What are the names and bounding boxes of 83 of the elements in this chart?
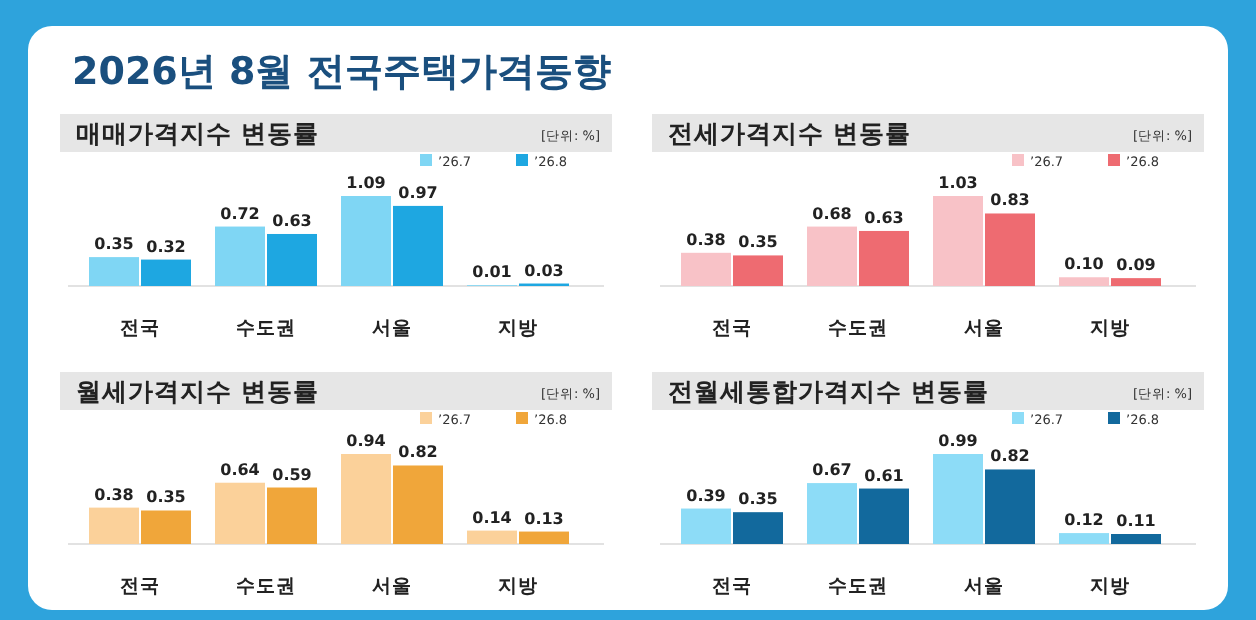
bar <box>859 488 909 544</box>
data-label: 1.03 <box>938 174 978 192</box>
bar <box>89 507 139 544</box>
data-label: 0.63 <box>864 208 904 227</box>
x-tick-label: 지방 <box>498 576 538 598</box>
x-tick-label: 전국 <box>120 576 160 598</box>
x-tick-label: 수도권 <box>236 318 296 340</box>
bar <box>1111 278 1161 286</box>
bar <box>141 510 191 544</box>
data-label: 0.59 <box>272 465 313 484</box>
chart-title: 매매가격지수 변동률 <box>76 118 319 148</box>
data-label: 0.83 <box>990 191 1030 210</box>
data-label: 0.82 <box>398 443 438 462</box>
bar <box>341 196 391 286</box>
data-label: 0.13 <box>524 509 564 528</box>
data-label: 0.01 <box>472 263 513 282</box>
data-label: 0.35 <box>738 490 779 509</box>
data-label: 0.39 <box>686 486 727 505</box>
bar <box>733 512 783 544</box>
bar <box>519 531 569 544</box>
chart-title: 전월세통합가격지수 변동률 <box>668 376 989 406</box>
bar <box>733 255 783 286</box>
data-label: 0.99 <box>938 432 979 450</box>
x-tick-label: 전국 <box>712 576 752 598</box>
data-label: 0.94 <box>346 432 387 450</box>
bar <box>89 257 139 286</box>
x-tick-label: 서울 <box>964 318 1004 340</box>
x-tick-label: 전국 <box>712 318 752 340</box>
x-tick-label: 서울 <box>964 576 1004 598</box>
bar <box>807 483 857 544</box>
data-label: 0.64 <box>220 460 261 479</box>
bar <box>681 508 731 544</box>
bar <box>215 482 265 544</box>
text: 2026년 8월 전국주택가격동향 <box>72 50 611 94</box>
data-label: 0.63 <box>272 211 312 230</box>
bar <box>985 213 1035 286</box>
bar <box>141 259 191 286</box>
data-label: 0.03 <box>524 261 564 280</box>
data-label: 0.82 <box>990 447 1030 466</box>
data-label: 0.67 <box>812 461 852 480</box>
bar <box>1111 534 1161 544</box>
data-label: 0.61 <box>864 466 905 485</box>
x-tick-label: 지방 <box>1090 576 1130 598</box>
x-tick-label: 서울 <box>372 318 412 340</box>
bar <box>393 205 443 286</box>
bar <box>215 226 265 286</box>
data-label: 0.11 <box>1116 512 1157 530</box>
data-label: 0.10 <box>1064 255 1105 274</box>
data-label: 0.09 <box>1116 256 1157 275</box>
data-label: 0.35 <box>146 488 187 507</box>
bar <box>933 196 983 286</box>
bar <box>341 454 391 544</box>
data-label: 0.35 <box>738 233 779 252</box>
chart-title: 전세가격지수 변동률 <box>668 118 911 148</box>
data-label: 0.38 <box>686 230 727 249</box>
data-label: 0.97 <box>398 183 438 202</box>
bar <box>1059 277 1109 286</box>
bar <box>267 487 317 544</box>
x-tick-label: 서울 <box>372 576 412 598</box>
bar <box>267 233 317 286</box>
bar <box>1059 533 1109 544</box>
data-label: 1.09 <box>346 174 387 192</box>
x-tick-label: 지방 <box>498 318 538 340</box>
bar <box>681 252 731 286</box>
chart-title: 월세가격지수 변동률 <box>76 376 319 406</box>
data-label: 0.35 <box>94 235 135 254</box>
bar <box>933 454 983 544</box>
data-label: 0.72 <box>220 204 260 223</box>
bar <box>393 465 443 544</box>
data-label: 0.38 <box>94 485 135 504</box>
data-label: 0.68 <box>812 204 853 223</box>
bar <box>859 230 909 286</box>
x-tick-label: 지방 <box>1090 318 1130 340</box>
x-tick-label: 수도권 <box>828 576 888 598</box>
bar <box>985 469 1035 544</box>
bar <box>467 530 517 544</box>
data-label: 0.14 <box>472 508 513 527</box>
x-tick-label: 수도권 <box>236 576 296 598</box>
data-label: 0.12 <box>1064 511 1104 530</box>
data-label: 0.32 <box>146 237 186 256</box>
bar <box>807 226 857 286</box>
x-tick-label: 수도권 <box>828 318 888 340</box>
x-tick-label: 전국 <box>120 318 160 340</box>
